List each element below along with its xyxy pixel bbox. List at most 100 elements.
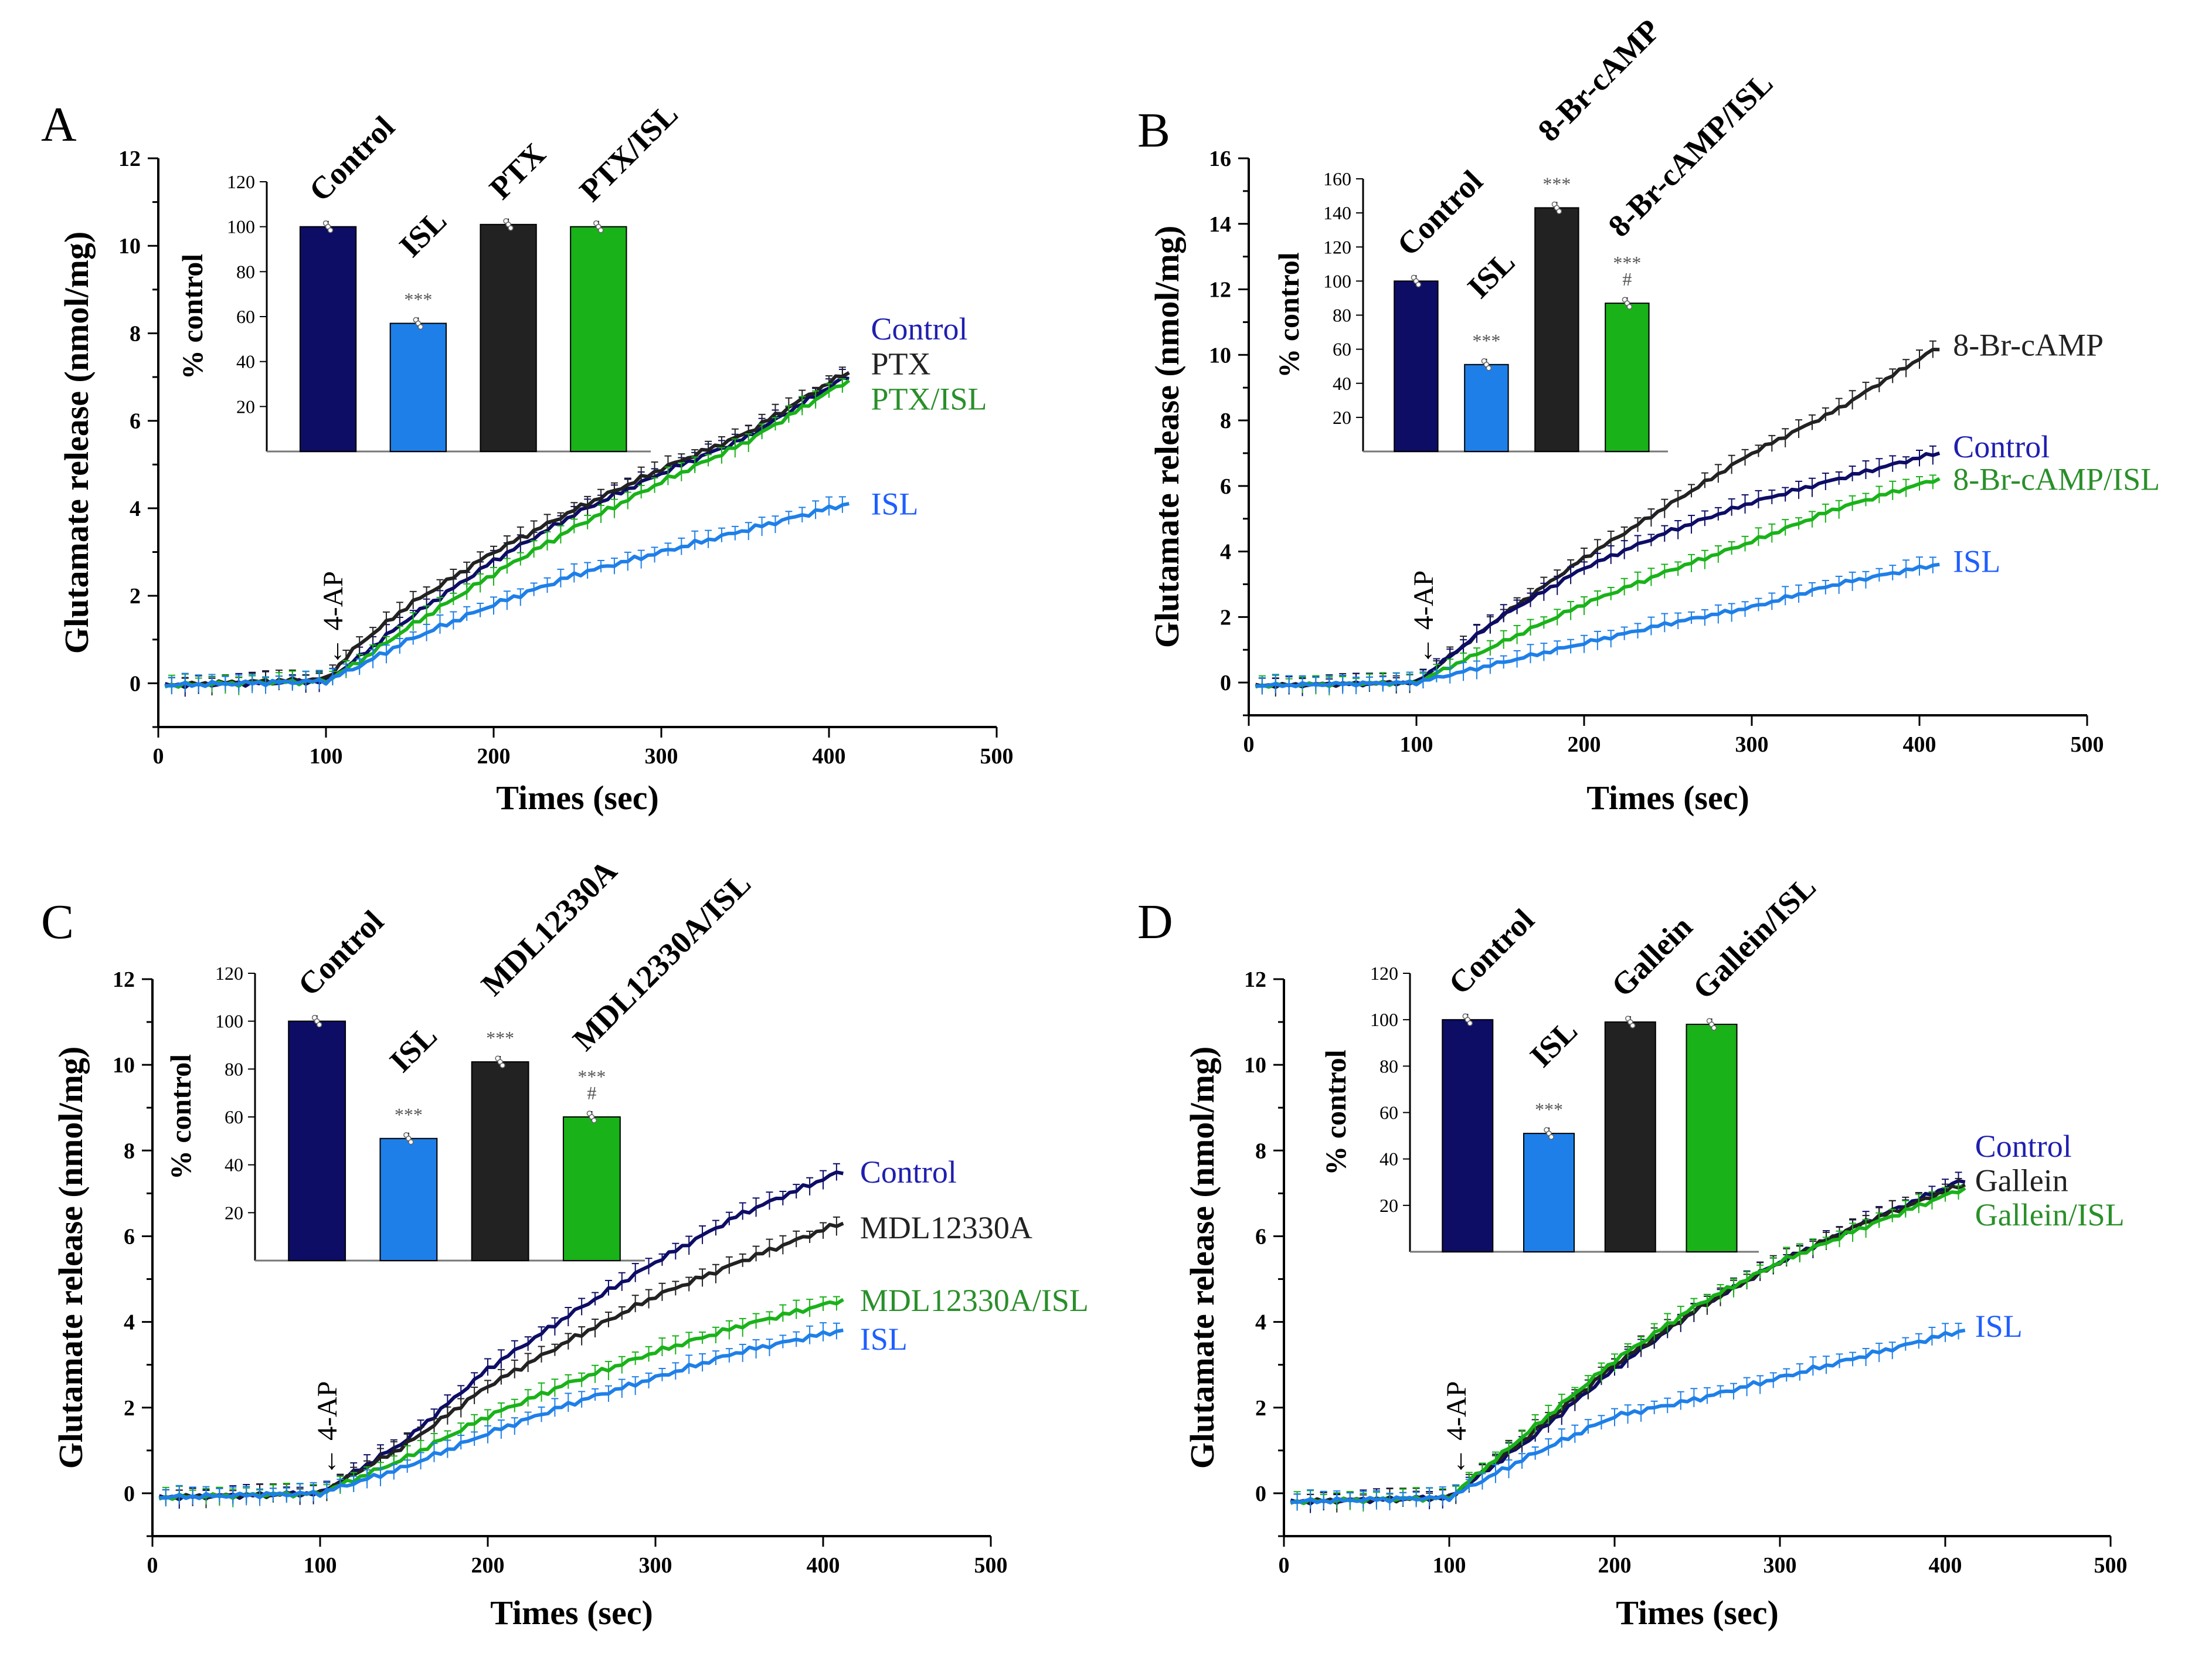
inset-y-tick-label: 60 [225,1106,243,1127]
inset-y-tick-label: 80 [225,1058,243,1079]
inset-data-dot [1630,1023,1636,1028]
inset-bar [1523,1133,1575,1252]
inset-bar-chart: 20 40 60 80 100 120 140 160 % control Control *** I… [1272,12,1779,453]
x-tick-label: 100 [1433,1553,1466,1578]
inset-y-tick-label: 100 [1323,270,1351,291]
inset-category-label: 8-Br-cAMP [1531,12,1667,148]
curve-label: ISL [1975,1309,2023,1344]
inset-significance: *** [1472,330,1500,351]
inset-category-label: MDL12330A [474,853,624,1003]
curve-label: MDL12330A/ISL [860,1283,1089,1318]
y-tick-label: 4 [1255,1310,1266,1335]
series-isl [159,1322,844,1507]
x-tick-label: 500 [2094,1553,2128,1578]
y-tick-label: 8 [124,1139,135,1163]
inset-category-label: PTX [483,137,552,206]
series-line [159,1328,844,1500]
curve-label: ISL [1953,544,2000,579]
curve-label: Control [1953,429,2050,464]
x-tick-label: 200 [1598,1553,1632,1578]
inset-data-dot [1548,1134,1554,1140]
y-tick-label: 12 [1244,967,1266,992]
x-tick-label: 100 [310,744,343,769]
y-tick-label: 10 [118,234,141,259]
inset-category-label: Control [291,904,390,1003]
series-line [158,1298,844,1501]
inset-category-label: Control [303,109,402,208]
inset-bar [389,322,447,452]
curve-label: PTX/ISL [871,381,987,416]
x-tick-label: 500 [980,744,1014,769]
inset-data-dot [591,1118,597,1123]
y-tick-label: 0 [130,671,141,696]
y-tick-label: 0 [1255,1482,1266,1506]
y-tick-label: 10 [1209,343,1231,368]
stimulus-marker: ← 4-AP [1441,1381,1472,1476]
y-axis-title: Glutamate release (nmol/mg) [1183,1047,1221,1469]
inset-data-dot [1467,1020,1473,1026]
inset-category-label: 8-Br-cAMP/ISL [1601,66,1779,244]
inset-significance: *** [577,1066,606,1087]
inset-y-axis-title: % control [176,254,209,379]
inset-y-tick-label: 80 [236,261,255,282]
series-control [1255,445,1941,697]
inset-data-dot [1415,281,1422,288]
series-line [1255,451,1941,689]
inset-y-tick-label: 20 [236,396,255,417]
series-line [1255,477,1941,689]
inset-bar [288,1020,346,1261]
series-line [1255,562,1940,688]
y-axis-title: Glutamate release (nmol/mg) [57,232,96,654]
inset-bar [1686,1024,1738,1253]
inset-bar [562,1116,621,1261]
x-tick-label: 500 [974,1553,1008,1578]
panel-letter: D [1137,895,1173,949]
inset-category-label: ISL [383,1018,444,1079]
inset-y-tick-label: 40 [1333,373,1351,394]
inset-significance: *** [1542,173,1571,194]
x-tick-label: 300 [1735,732,1769,757]
y-tick-label: 8 [1255,1139,1266,1163]
panel-letter: B [1137,103,1170,158]
stimulus-marker: ← 4-AP [312,1381,343,1476]
y-tick-label: 10 [113,1053,135,1078]
inset-data-dot [327,227,334,233]
y-tick-label: 6 [1220,474,1231,499]
inset-data-dot [1486,365,1492,371]
x-tick-label: 500 [2071,732,2104,757]
x-tick-label: 200 [471,1553,505,1578]
inset-bar [480,223,537,452]
inset-y-tick-label: 20 [225,1202,243,1223]
curve-label: Gallein/ISL [1975,1197,2125,1232]
inset-bar [379,1137,438,1261]
inset-bar [1464,364,1509,452]
inset-category-label: ISL [1523,1013,1584,1074]
inset-significance: *** [486,1027,514,1048]
inset-bar [1534,207,1579,452]
inset-y-tick-label: 120 [227,171,255,192]
x-tick-label: 200 [1568,732,1601,757]
stimulus-marker: ← 4-AP [1408,570,1439,665]
inset-y-tick-label: 60 [236,306,255,327]
inset-y-tick-label: 60 [1333,339,1351,360]
y-tick-label: 2 [124,1396,135,1421]
x-axis-title: Times (sec) [490,1594,653,1632]
curve-label: Gallein [1975,1163,2068,1198]
y-tick-label: 6 [124,1224,135,1249]
inset-y-tick-label: 100 [227,216,255,237]
x-tick-label: 400 [1903,732,1936,757]
y-tick-label: 12 [1209,278,1231,303]
inset-y-tick-label: 20 [1379,1195,1398,1216]
curve-label: ISL [871,486,919,521]
x-tick-label: 300 [1764,1553,1797,1578]
y-tick-label: 6 [1255,1224,1266,1249]
inset-data-dot [417,324,424,330]
inset-data-dot [1626,304,1633,310]
inset-bar [570,226,627,452]
inset-y-axis-title: % control [164,1054,197,1180]
inset-category-label: Control [1442,902,1541,1001]
panel-a: A 0 100 200 300 400 500 0 2 4 6 8 10 12 Times (sec) Glu… [41,96,1014,817]
inset-data-dot [598,227,604,233]
inset-y-tick-label: 60 [1379,1102,1398,1123]
panel-c: C 0 100 200 300 400 500 0 2 4 6 8 10 12 Times (sec) Glu… [41,853,1089,1632]
